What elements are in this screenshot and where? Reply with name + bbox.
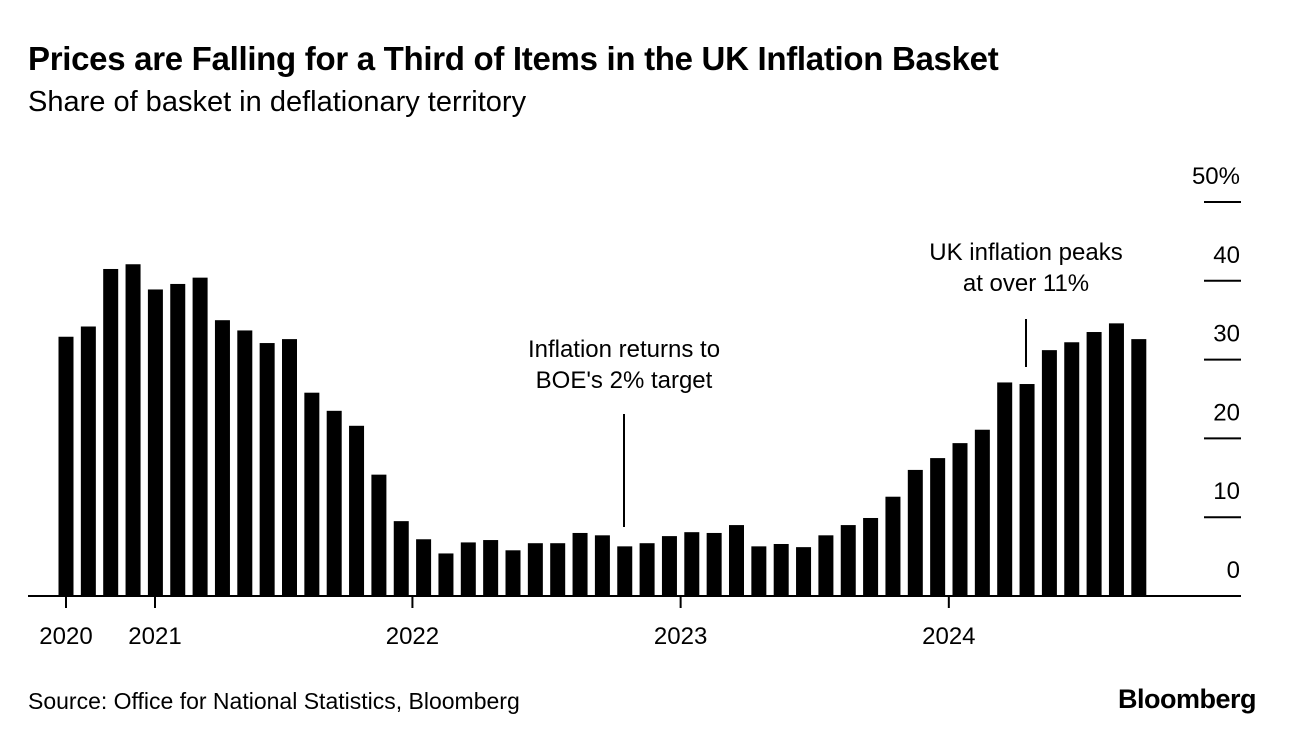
bar: [907, 469, 923, 596]
bar: [125, 264, 141, 596]
source-note: Source: Office for National Statistics, …: [28, 688, 520, 714]
bar: [304, 392, 320, 596]
bar: [460, 542, 476, 596]
bar: [393, 521, 409, 596]
bar: [1064, 342, 1080, 596]
y-tick-label: 50%: [1192, 163, 1240, 190]
bar: [527, 543, 543, 596]
bar: [594, 535, 610, 596]
bar: [863, 517, 879, 596]
annotations: Inflation returns to BOE's 2% target UK in…: [528, 239, 1123, 527]
annotation-text: BOE's 2% target: [536, 367, 713, 394]
bar: [192, 277, 208, 596]
bar: [796, 547, 812, 596]
y-tick-label: 20: [1213, 399, 1240, 426]
bar: [438, 553, 454, 596]
y-tick-label: 0: [1227, 557, 1240, 584]
bar: [572, 532, 588, 596]
bar: [885, 496, 901, 596]
bar: [729, 525, 744, 596]
annotation-text: Inflation returns to: [528, 336, 720, 363]
y-axis: 50% 40 30 20 10 0: [1192, 163, 1240, 584]
bar: [505, 550, 521, 596]
bar: [170, 283, 186, 596]
bar: [661, 536, 677, 596]
bar: [1108, 323, 1124, 596]
bar: [237, 330, 253, 596]
annotation-text: at over 11%: [963, 270, 1089, 297]
bar: [259, 343, 275, 596]
chart-title: Prices are Falling for a Third of Items …: [28, 40, 999, 77]
bar: [103, 268, 119, 596]
x-tick-label: 2023: [654, 623, 707, 650]
bar: [751, 546, 767, 596]
bar: [214, 320, 230, 596]
y-tick-label: 40: [1213, 242, 1240, 269]
y-tick-label: 10: [1213, 478, 1240, 505]
bar: [974, 429, 990, 596]
bar: [997, 382, 1013, 596]
x-tick-label: 2020: [39, 623, 92, 650]
bar: [58, 336, 74, 596]
bar: [1041, 350, 1057, 596]
bar: [147, 289, 163, 596]
bar: [617, 546, 633, 596]
bar-series: [58, 264, 1147, 596]
x-axis: 2020 2021 2022 2023 2024: [28, 595, 1241, 650]
bar: [952, 443, 968, 596]
y-tick-label: 30: [1213, 321, 1240, 348]
bar: [371, 474, 387, 596]
bar: [326, 410, 342, 596]
x-tick-label: 2024: [922, 623, 975, 650]
chart-subtitle: Share of basket in deflationary territor…: [28, 86, 527, 118]
bar: [639, 543, 655, 596]
bar: [1131, 339, 1147, 596]
bar: [706, 532, 722, 596]
x-tick-label: 2022: [386, 623, 439, 650]
bar: [930, 458, 946, 596]
bloomberg-logo: Bloomberg: [1117, 684, 1257, 714]
bar: [840, 525, 856, 596]
bar: [416, 539, 432, 596]
bar: [349, 425, 365, 596]
bar: [1019, 384, 1035, 596]
bar: [282, 339, 297, 596]
bar: [1086, 332, 1102, 596]
bar: [80, 326, 96, 596]
annotation-text: UK inflation peaks: [929, 239, 1122, 266]
bar: [818, 535, 834, 596]
bar: [773, 543, 789, 596]
x-tick-label: 2021: [128, 623, 181, 650]
bar: [483, 540, 499, 596]
bar: [684, 532, 700, 596]
bar: [550, 543, 566, 596]
y-gridlines: [1204, 201, 1241, 519]
